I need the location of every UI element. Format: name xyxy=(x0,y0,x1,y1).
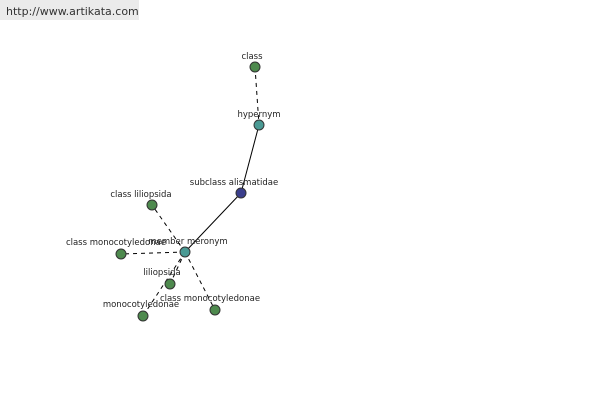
edge xyxy=(169,251,186,285)
node xyxy=(235,187,247,199)
node xyxy=(164,278,176,290)
node xyxy=(209,304,221,316)
node-label: subclass alismatidae xyxy=(190,178,278,188)
node-label: class monocotyledonae xyxy=(66,238,166,248)
node xyxy=(137,310,149,322)
edge xyxy=(151,204,186,253)
node xyxy=(115,248,127,260)
node xyxy=(253,119,265,131)
edge xyxy=(240,124,260,194)
node xyxy=(179,246,191,258)
node-label: class monocotyledonae xyxy=(160,294,260,304)
node-label: liliopsida xyxy=(143,268,180,278)
node-label: class xyxy=(241,52,263,62)
watermark-bg xyxy=(0,0,139,20)
watermark: http://www.artikata.com xyxy=(6,5,139,18)
node xyxy=(146,199,158,211)
edge xyxy=(120,251,186,255)
node xyxy=(249,61,261,73)
node-label: member meronym xyxy=(148,237,227,247)
edge xyxy=(184,192,242,253)
node-label: hypernym xyxy=(237,110,280,120)
edge xyxy=(254,66,260,126)
node-label: class liliopsida xyxy=(110,190,171,200)
node-label: monocotyledonae xyxy=(103,300,179,310)
edge xyxy=(184,251,216,311)
